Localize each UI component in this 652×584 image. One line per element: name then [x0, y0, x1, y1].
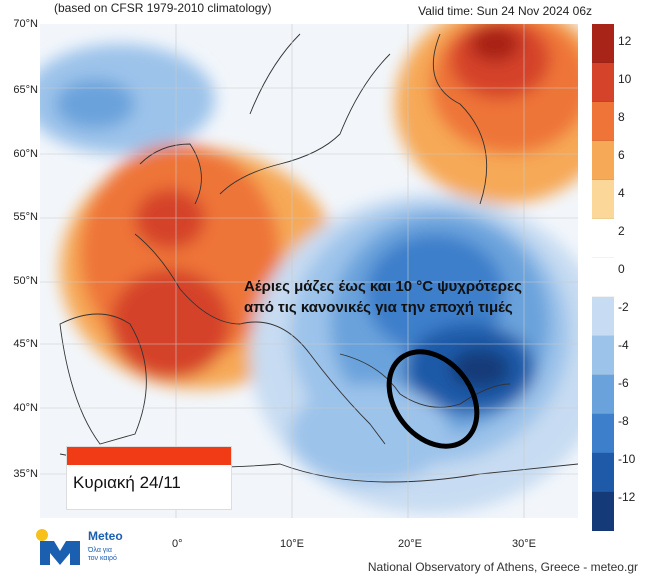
valid-time: Valid time: Sun 24 Nov 2024 06z: [418, 4, 592, 18]
colorbar-swatch: [592, 141, 614, 180]
colorbar-label: -2: [618, 300, 629, 314]
lon-label-30e: 30°E: [512, 538, 536, 550]
colorbar-swatch: [592, 297, 614, 336]
lon-label-10e: 10°E: [280, 538, 304, 550]
colorbar-swatch: [592, 258, 614, 297]
logo-name: Meteo: [88, 529, 123, 543]
anomaly-field: [40, 24, 578, 514]
headline-line-1: Αέριες μάζες έως και 10 °C ψυχρότερες: [244, 278, 522, 295]
colorbar-label: 6: [618, 148, 625, 162]
colorbar-label: 4: [618, 186, 625, 200]
colorbar-label: -6: [618, 376, 629, 390]
meteo-m-icon: [36, 529, 80, 565]
logo-tagline-1: Όλα για: [88, 547, 112, 554]
colorbar-label: -10: [618, 452, 636, 466]
colorbar-swatch: [592, 63, 614, 102]
colorbar: [592, 24, 614, 531]
colorbar-swatch: [592, 375, 614, 414]
colorbar-swatch: [592, 102, 614, 141]
lat-label-40: 40°N: [13, 402, 38, 414]
colorbar-swatch: [592, 180, 614, 219]
lat-label-60: 60°N: [13, 148, 38, 160]
credit-line: National Observatory of Athens, Greece -…: [367, 560, 638, 574]
highlight-ellipse: [386, 349, 480, 449]
lat-label-45: 45°N: [13, 338, 38, 350]
colorbar-label: 8: [618, 110, 625, 124]
headline-line-2: από τις κανονικές για την εποχή τιμές: [244, 299, 513, 316]
map-subtitle: (based on CFSR 1979-2010 climatology): [54, 1, 272, 15]
colorbar-label: -4: [618, 338, 629, 352]
colorbar-swatch: [592, 219, 614, 258]
lat-label-65: 65°N: [13, 84, 38, 96]
lat-label-50: 50°N: [13, 275, 38, 287]
lat-label-70: 70°N: [13, 18, 38, 30]
colorbar-label: -12: [618, 490, 636, 504]
lon-label-0: 0°: [172, 538, 183, 550]
banner-accent: [67, 447, 231, 465]
colorbar-label: 2: [618, 224, 625, 238]
colorbar-swatch: [592, 492, 614, 531]
gridlines: [40, 24, 578, 518]
banner-date: Κυριακή 24/11: [73, 473, 181, 492]
date-banner: Κυριακή 24/11: [66, 446, 232, 510]
logo-tagline-2: τον καιρό: [88, 555, 117, 562]
map-canvas: [40, 24, 578, 518]
colorbar-label: 12: [618, 34, 632, 48]
logo-tagline: Όλα για τον καιρό: [88, 547, 117, 563]
meteo-logo: Meteo Όλα για τον καιρό: [34, 525, 154, 575]
anomaly-map: [40, 24, 578, 518]
lat-label-55: 55°N: [13, 211, 38, 223]
colorbar-swatch: [592, 414, 614, 453]
lon-label-20e: 20°E: [398, 538, 422, 550]
colorbar-label: -8: [618, 414, 629, 428]
colorbar-swatch: [592, 453, 614, 492]
colorbar-label: 10: [618, 72, 632, 86]
colorbar-swatch: [592, 336, 614, 375]
headline: Αέριες μάζες έως και 10 °C ψυχρότερες απ…: [244, 276, 624, 318]
lat-label-35: 35°N: [13, 468, 38, 480]
colorbar-label: 0: [618, 262, 625, 276]
colorbar-swatch: [592, 24, 614, 63]
